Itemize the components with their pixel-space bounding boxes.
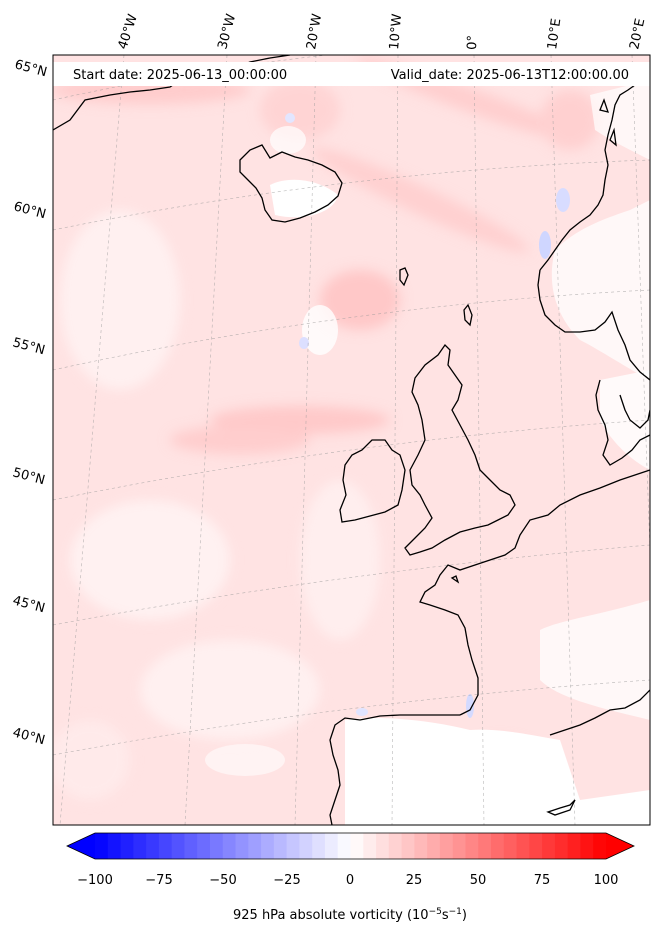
colorbar-cell bbox=[197, 833, 211, 859]
lat-label-40n: 40°N bbox=[11, 725, 47, 748]
channel-islands bbox=[450, 575, 460, 584]
colorbar-cell bbox=[593, 833, 607, 859]
colorbar-cell bbox=[286, 833, 301, 859]
norway-islands bbox=[599, 98, 617, 147]
colorbar-cell bbox=[261, 833, 275, 859]
colorbar-cell bbox=[363, 833, 377, 859]
colorbar-tick-label: 50 bbox=[470, 873, 487, 888]
continental-coast bbox=[419, 469, 650, 716]
colorbar-cell bbox=[350, 833, 364, 859]
colorbar-cell bbox=[107, 833, 122, 859]
colorbar-extend-high bbox=[606, 833, 634, 859]
colorbar-cell bbox=[401, 833, 415, 859]
colorbar-cell bbox=[158, 833, 173, 859]
colorbar-cell bbox=[273, 833, 288, 859]
colorbar-tick-label: 100 bbox=[594, 873, 619, 888]
colorbar-tick-label: 0 bbox=[346, 873, 354, 888]
lon-label-10e: 10°E bbox=[545, 18, 564, 51]
longitude-labels: 40°W 30°W 20°W 10°W 0° 10°E 20°E bbox=[116, 12, 649, 51]
valid-date-label: Valid_date: 2025-06-13T12:00:00.00 bbox=[391, 68, 629, 83]
colorbar-cell bbox=[414, 833, 428, 859]
vorticity-patches bbox=[53, 57, 600, 800]
denmark-baltic-coast bbox=[595, 379, 650, 466]
latitude-labels: 65°N 60°N 55°N 50°N 45°N 40°N bbox=[11, 57, 49, 748]
mediterranean-coast bbox=[549, 689, 650, 736]
colorbar-cell bbox=[567, 833, 582, 859]
colorbar-cell bbox=[133, 833, 147, 859]
negative-vorticity-spots bbox=[285, 113, 570, 718]
norway-south-coast bbox=[537, 269, 650, 381]
colorbar-cell bbox=[580, 833, 594, 859]
graticule bbox=[53, 55, 650, 825]
colorbar-tick-label: −75 bbox=[145, 873, 172, 888]
lon-label-20e: 20°E bbox=[627, 17, 648, 51]
colorbar-cell bbox=[235, 833, 249, 859]
sweden-coast bbox=[619, 394, 650, 429]
shetland bbox=[463, 303, 473, 327]
colorbar-cell bbox=[388, 833, 403, 859]
low-vorticity-land-areas bbox=[205, 80, 650, 825]
colorbar-outline bbox=[66, 832, 635, 860]
colorbar-cell bbox=[491, 833, 505, 859]
lon-label-10w: 10°W bbox=[387, 13, 405, 50]
lat-label-55n: 55°N bbox=[11, 335, 47, 358]
colorbar-cell bbox=[529, 833, 543, 859]
colorbar-cell bbox=[554, 833, 569, 859]
colorbar-cell bbox=[465, 833, 479, 859]
colorbar-cell bbox=[95, 833, 109, 859]
map-frame bbox=[52, 54, 651, 826]
header-strip bbox=[53, 62, 650, 86]
great-britain-coast bbox=[404, 343, 516, 556]
lon-label-20w: 20°W bbox=[304, 13, 325, 51]
colorbar-cell bbox=[312, 833, 326, 859]
colorbar-cell bbox=[542, 833, 556, 859]
colorbar-tick-label: 25 bbox=[406, 873, 423, 888]
lon-label-40w: 40°W bbox=[116, 12, 141, 51]
colorbar-cell bbox=[184, 833, 198, 859]
lon-label-30w: 30°W bbox=[215, 12, 239, 51]
lat-label-50n: 50°N bbox=[11, 465, 47, 488]
colorbar-cell bbox=[209, 833, 224, 859]
colorbar-title: 925 hPa absolute vorticity (10−5s−1) bbox=[233, 907, 467, 923]
med-islands bbox=[546, 799, 576, 816]
colorbar-cell bbox=[478, 833, 492, 859]
colorbar-cell bbox=[120, 833, 134, 859]
map-panel bbox=[53, 55, 650, 825]
lat-label-60n: 60°N bbox=[12, 199, 48, 222]
scandinavia-coast bbox=[539, 77, 650, 271]
start-date-label: Start date: 2025-06-13_00:00:00 bbox=[73, 68, 287, 83]
colorbar-tick-label: 75 bbox=[534, 873, 551, 888]
colorbar-cell bbox=[324, 833, 339, 859]
colorbar-cell bbox=[439, 833, 454, 859]
lat-label-65n: 65°N bbox=[13, 57, 49, 80]
colorbar-cells bbox=[95, 833, 607, 859]
colorbar-cell bbox=[146, 833, 160, 859]
colorbar-cell bbox=[299, 833, 313, 859]
iberia-north-coast bbox=[329, 714, 460, 825]
colorbar-cell bbox=[452, 833, 467, 859]
colorbar-ticks: −100 −75 −50 −25 0 25 50 75 100 bbox=[77, 873, 618, 888]
lon-label-0: 0° bbox=[465, 35, 481, 50]
iceland-coast bbox=[239, 144, 343, 223]
colorbar-tick-label: −100 bbox=[77, 873, 113, 888]
colorbar-extend-low bbox=[67, 833, 95, 859]
colorbar-cell bbox=[337, 833, 352, 859]
colorbar-cell bbox=[516, 833, 530, 859]
colorbar: −100 −75 −50 −25 0 25 50 75 100 925 hPa … bbox=[66, 832, 635, 923]
colorbar-cell bbox=[171, 833, 186, 859]
lat-label-45n: 45°N bbox=[11, 593, 47, 616]
colorbar-tick-label: −50 bbox=[209, 873, 236, 888]
colorbar-tick-label: −25 bbox=[273, 873, 300, 888]
colorbar-cell bbox=[376, 833, 390, 859]
colorbar-cell bbox=[503, 833, 518, 859]
colorbar-cell bbox=[248, 833, 262, 859]
colorbar-cell bbox=[222, 833, 237, 859]
faroe bbox=[399, 267, 409, 287]
ireland-coast bbox=[339, 439, 406, 523]
colorbar-cell bbox=[427, 833, 441, 859]
